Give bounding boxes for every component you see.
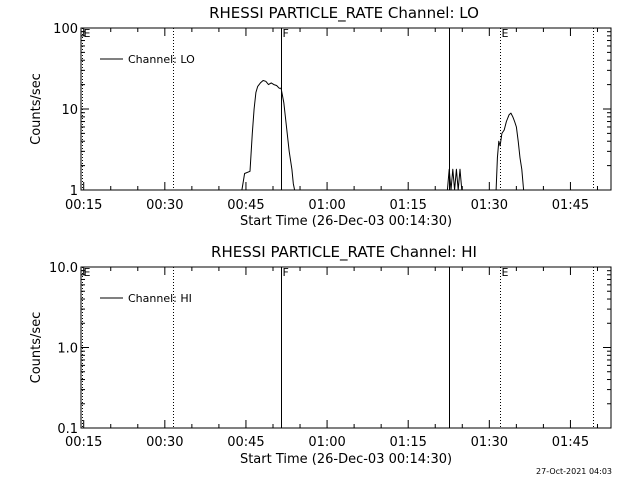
y-axis-label: Counts/sec xyxy=(29,312,44,384)
x-tick-label: 00:30 xyxy=(146,435,183,450)
hi-channel-panel: RHESSI PARTICLE_RATE Channel: HI 0.1 1.0 10… xyxy=(29,243,612,467)
x-axis-label: Start Time (26-Dec-03 00:14:30) xyxy=(240,452,452,467)
y-tick-label: 0.1 xyxy=(57,422,78,437)
event-marker-label: E xyxy=(502,266,509,279)
lo-channel-panel: RHESSI PARTICLE_RATE Channel: LO 1 10 100 Co… xyxy=(29,4,612,229)
x-axis-label: Start Time (26-Dec-03 00:14:30) xyxy=(240,214,452,229)
x-tick-label: 01:30 xyxy=(471,198,508,213)
series-line-segment xyxy=(241,80,296,191)
legend-label: Channel: HI xyxy=(128,292,192,305)
x-tick-label: 00:15 xyxy=(65,198,102,213)
x-tick-label: 00:30 xyxy=(146,198,183,213)
y-tick-label: 10.0 xyxy=(49,261,78,276)
generation-timestamp: 27-Oct-2021 04:03 xyxy=(536,467,612,476)
series-line-segment xyxy=(495,112,525,191)
x-tick-label: 01:00 xyxy=(308,435,345,450)
x-tick-label: 01:00 xyxy=(308,198,345,213)
y-tick-label: 100 xyxy=(53,22,78,37)
legend-label: Channel: LO xyxy=(128,53,195,66)
x-tick-label: 01:45 xyxy=(552,435,589,450)
x-tick-label: 01:30 xyxy=(471,435,508,450)
x-tick-label: 00:45 xyxy=(227,435,264,450)
event-marker-label: F xyxy=(283,266,289,279)
event-marker-label: E xyxy=(84,266,91,279)
y-axis-label: Counts/sec xyxy=(29,73,44,145)
x-tick-label: 01:15 xyxy=(389,198,426,213)
chart-title: RHESSI PARTICLE_RATE Channel: LO xyxy=(209,4,479,23)
y-tick-label: 1 xyxy=(70,184,78,199)
event-marker-label: E xyxy=(84,27,91,40)
event-marker-label: F xyxy=(283,27,289,40)
x-tick-label: 01:45 xyxy=(552,198,589,213)
series-line-segment xyxy=(446,168,463,191)
event-marker-label: E xyxy=(502,27,509,40)
y-tick-label: 10 xyxy=(61,103,78,118)
x-tick-label: 00:15 xyxy=(65,435,102,450)
chart-title: RHESSI PARTICLE_RATE Channel: HI xyxy=(211,243,477,262)
y-tick-label: 1.0 xyxy=(57,342,78,357)
x-tick-label: 00:45 xyxy=(227,198,264,213)
x-tick-label: 01:15 xyxy=(389,435,426,450)
